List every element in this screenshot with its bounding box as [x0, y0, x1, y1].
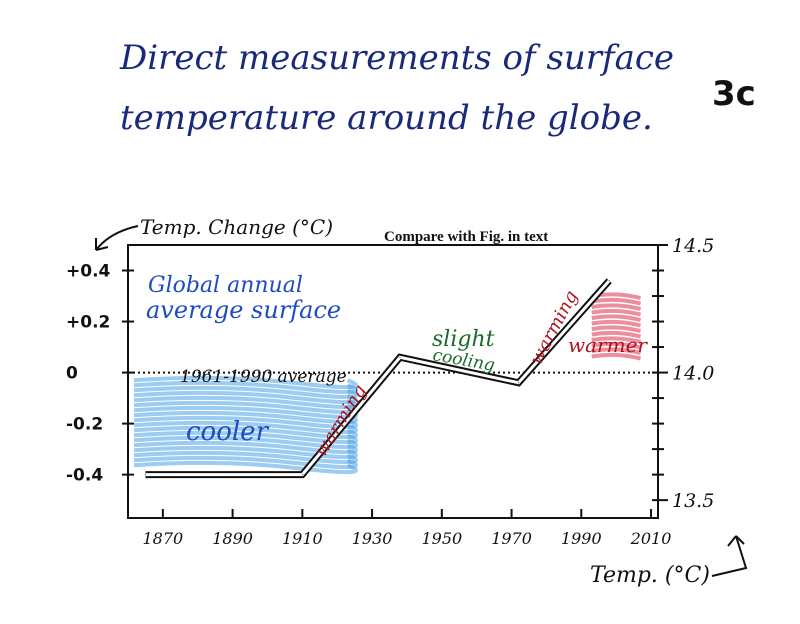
- x-tick-label: 1970: [491, 529, 532, 548]
- y-right-tick-label: 14.5: [672, 235, 714, 257]
- warm-shade-stroke: [591, 314, 642, 322]
- cool-shade-stroke: [133, 390, 358, 405]
- series-point: [301, 474, 303, 476]
- y-right-label-arrow: [711, 535, 748, 577]
- warm-shade-stroke: [591, 352, 642, 361]
- cool-shade-stroke: [133, 380, 358, 395]
- y-right-label-arrowhead: [727, 535, 745, 547]
- x-tick-label: 1910: [282, 529, 323, 548]
- annotation-slight: slight: [432, 327, 495, 352]
- page-title-line-2: temperature around the globe.: [120, 98, 653, 138]
- series-point: [144, 474, 146, 476]
- cool-shade-stroke: [133, 415, 358, 430]
- cool-shade-stroke: [133, 435, 358, 450]
- x-tick-label: 1930: [352, 529, 393, 548]
- series-point: [608, 280, 610, 282]
- warm-shade-stroke: [591, 330, 642, 339]
- x-tick-label: 2010: [630, 529, 672, 548]
- x-tick-label: 1870: [143, 529, 184, 548]
- cool-shade-stroke: [133, 455, 358, 470]
- cool-shade-stroke: [133, 440, 358, 455]
- y-left-axis-label: Temp. Change (°C): [140, 215, 333, 239]
- annotation-global-line1: Global annual: [148, 273, 303, 298]
- page-title-line-1: Direct measurements of surface: [120, 38, 675, 78]
- zero-line-label: 1961-1990 average: [180, 367, 347, 387]
- y-right-axis-ticks: 14.5 14.0 13.5: [652, 235, 714, 512]
- x-tick-label: 1950: [421, 529, 462, 548]
- y-left-tick-label: -0.4: [66, 466, 103, 486]
- cool-shade-stroke: [133, 410, 358, 425]
- y-left-label-arrowhead: [95, 238, 109, 251]
- plot-frame: [127, 244, 659, 519]
- warm-shade-stroke: [591, 303, 642, 311]
- y-right-tick-label: 13.5: [672, 490, 714, 512]
- warm-shade-stroke: [591, 308, 642, 317]
- cool-shade-stroke: [133, 430, 358, 445]
- y-right-axis-label: Temp. (°C): [590, 563, 710, 588]
- x-axis-ticks: 1870 1890 1910 1930 1950 1970 1990 2010: [143, 509, 672, 548]
- y-right-tick-label: 14.0: [672, 363, 714, 385]
- warm-shade-stroke: [591, 341, 642, 350]
- cool-shade-stroke: [133, 460, 358, 475]
- chart-title: Compare with Fig. in text: [384, 229, 548, 245]
- annotation-cooler: cooler: [186, 417, 270, 447]
- page-tag: 3c: [712, 74, 756, 114]
- cool-shade-stroke: [133, 375, 358, 390]
- y-left-tick-label: 0: [66, 364, 78, 384]
- y-left-axis-ticks: +0.4 +0.2 0 -0.2 -0.4: [66, 262, 134, 486]
- y-left-label-arrow: [95, 225, 139, 251]
- warm-shade-stroke: [591, 347, 642, 355]
- annotation-global-line2: average surface: [146, 296, 341, 324]
- cool-shade-region: [133, 375, 358, 475]
- y-left-tick-label: -0.2: [66, 415, 103, 435]
- warm-shade-stroke: [591, 319, 642, 328]
- series-layer: [144, 278, 612, 479]
- warm-shade-stroke: [591, 297, 642, 306]
- y-left-tick-label: +0.4: [66, 262, 111, 282]
- warm-shade-stroke: [591, 336, 642, 344]
- series-point: [518, 382, 520, 384]
- cool-shade-stroke: [133, 445, 358, 460]
- series-point: [399, 356, 401, 358]
- cool-shade-stroke: [133, 420, 358, 435]
- y-left-tick-label: +0.2: [66, 313, 110, 333]
- warm-shade-stroke: [591, 325, 642, 333]
- annotation-warmer: warmer: [568, 333, 648, 357]
- cool-shade-stroke: [133, 425, 358, 440]
- cool-shade-stroke: [133, 385, 358, 400]
- x-tick-label: 1990: [561, 529, 602, 548]
- cool-shade-stroke: [133, 450, 358, 465]
- x-tick-label: 1890: [212, 529, 253, 548]
